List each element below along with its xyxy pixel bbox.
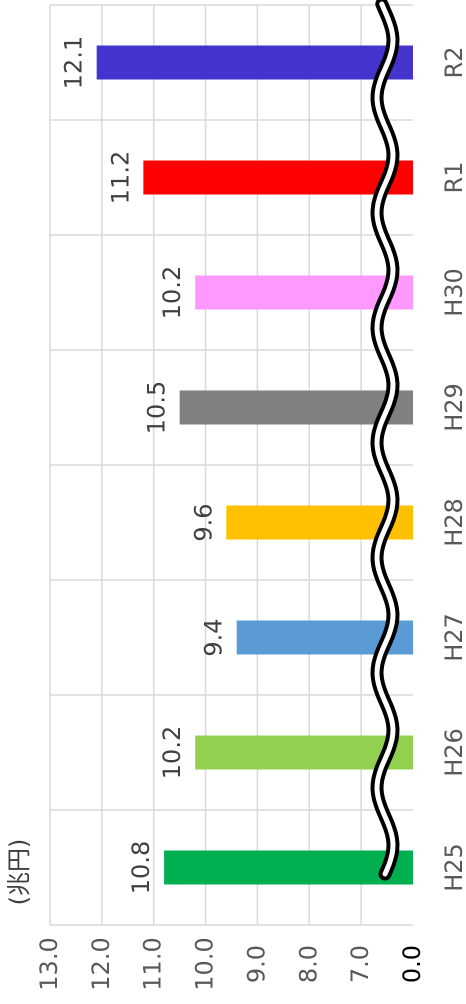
x-tick-label: H25 (440, 843, 466, 892)
bar (236, 620, 413, 655)
value-label: 9.6 (189, 503, 217, 541)
value-label: 10.8 (127, 841, 155, 894)
y-tick-label: 10.0 (191, 937, 219, 990)
y-tick-label: 13.0 (35, 937, 63, 990)
bar (96, 45, 414, 80)
value-label: 12.1 (60, 36, 88, 89)
x-tick-label: H26 (440, 728, 466, 777)
value-label: 9.4 (200, 618, 228, 656)
x-tick-label: H27 (440, 613, 466, 662)
x-tick-label: H29 (440, 383, 466, 432)
x-tick-label: H30 (440, 268, 466, 317)
value-label: 10.2 (158, 726, 186, 779)
value-label: 10.2 (158, 266, 186, 319)
x-tick-label: R1 (440, 162, 466, 194)
y-tick-label: 12.0 (87, 937, 115, 990)
rotated-chart: (兆円) 0.0 7.0 8.0 9.0 10.0 11.0 12.0 13.0 H25 10.8… (5, 0, 466, 991)
y-tick-label: 11.0 (139, 937, 167, 990)
bar (195, 735, 413, 770)
bar (143, 160, 413, 195)
x-tick-label: H28 (440, 498, 466, 547)
y-tick-label: 7.0 (346, 945, 374, 983)
y-tick-label: 9.0 (242, 945, 270, 983)
value-label: 11.2 (106, 151, 134, 204)
y-tick-label: 0.0 (398, 945, 426, 983)
bar (179, 390, 413, 425)
y-axis-label: (兆円) (5, 839, 33, 906)
bar (164, 850, 413, 885)
y-tick-label: 8.0 (294, 945, 322, 983)
value-label: 10.5 (143, 381, 171, 434)
bar (195, 275, 413, 310)
axis-break-inner (374, 1, 396, 877)
x-tick-label: R2 (440, 47, 466, 79)
bar (226, 505, 413, 540)
